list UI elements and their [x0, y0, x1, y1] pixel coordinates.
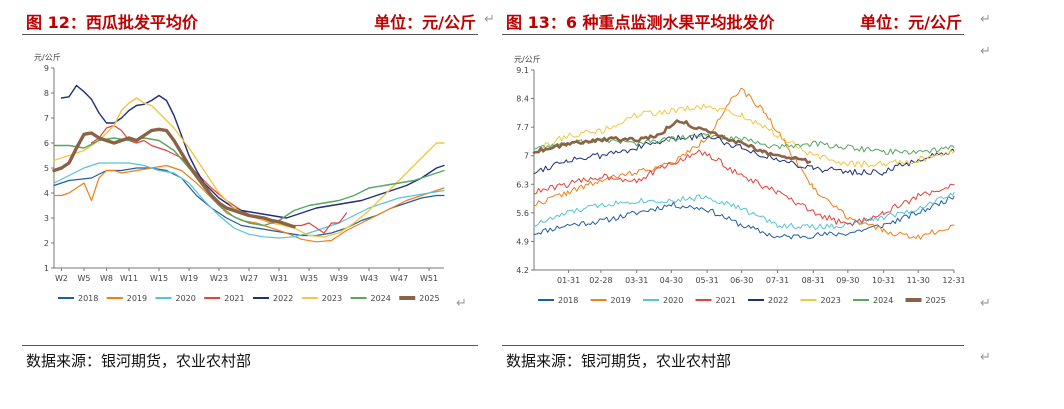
right-series-2018 — [533, 195, 955, 240]
left-x-tick-label: W51 — [420, 274, 438, 283]
right-legend-label-2022: 2022 — [768, 296, 788, 305]
right-y-tick-label: 8.4 — [516, 95, 529, 104]
left-y-tick-label: 2 — [44, 239, 49, 248]
right-title-row: 图 13：6 种重点监测水果平均批发价 单位：元/公斤 — [502, 9, 964, 33]
left-series-2025 — [52, 127, 296, 229]
left-x-tick-label: W31 — [270, 274, 288, 283]
right-x-tick-label: 05-31 — [695, 276, 718, 285]
right-chart-title: 图 13：6 种重点监测水果平均批发价 — [506, 13, 775, 32]
left-y-tick-label: 8 — [44, 89, 49, 98]
left-y-tick-label: 5 — [44, 164, 49, 173]
left-x-tick-label: W23 — [210, 274, 228, 283]
left-x-tick-label: W39 — [330, 274, 348, 283]
paragraph-mark-icon: ↵ — [456, 296, 467, 311]
left-x-tick-label: W27 — [240, 274, 258, 283]
right-line-chart: 元/公斤 4.2 4.9 5.6 6.3 7 7.7 8.4 9.1 01-31 02-28 03-3… — [514, 54, 964, 305]
paragraph-mark-icon: ↵ — [980, 44, 991, 59]
left-x-tick-label: W35 — [300, 274, 318, 283]
left-chart-panel: 图 12：西瓜批发平均价 单位：元/公斤 元/公斤 1 2 3 4 5 6 7 8 9 W2 W5 W8… — [22, 0, 478, 409]
left-legend-label-2019: 2019 — [127, 294, 147, 303]
right-x-tick-label: 04-30 — [660, 276, 683, 285]
left-y-tick-label: 7 — [44, 114, 49, 123]
right-series-2021 — [533, 149, 955, 227]
left-x-tick-label: W15 — [150, 274, 168, 283]
left-legend-label-2020: 2020 — [176, 294, 196, 303]
right-y-tick-label: 9.1 — [516, 66, 529, 75]
left-series-2021 — [90, 124, 348, 234]
left-x-tick-label: W11 — [120, 274, 138, 283]
right-legend-label-2018: 2018 — [558, 296, 578, 305]
right-series-2023 — [533, 103, 955, 168]
left-series-2018 — [53, 167, 445, 237]
right-chart-panel: 图 13：6 种重点监测水果平均批发价 单位：元/公斤 元/公斤 4.2 4.9 5.… — [502, 0, 964, 409]
right-legend-label-2020: 2020 — [663, 296, 683, 305]
left-series-2024 — [53, 137, 445, 227]
left-y-tick-label: 4 — [44, 189, 49, 198]
left-top-rule — [22, 34, 478, 35]
left-x-tick-label: W8 — [100, 274, 113, 283]
right-y-tick-label: 4.9 — [516, 237, 529, 246]
left-series-2019 — [53, 164, 445, 243]
left-legend-label-2024: 2024 — [371, 294, 391, 303]
left-unit-label: 单位：元/公斤 — [374, 13, 476, 32]
right-y-tick-label: 6.3 — [516, 180, 529, 189]
right-legend-label-2025: 2025 — [926, 296, 946, 305]
right-y-tick-label: 4.2 — [516, 266, 529, 275]
left-x-tick-label: W5 — [78, 274, 91, 283]
right-x-tick-label: 08-31 — [802, 276, 825, 285]
right-y-tick-label: 5.6 — [516, 209, 529, 218]
paragraph-mark-icon: ↵ — [484, 12, 495, 27]
right-legend-label-2019: 2019 — [611, 296, 631, 305]
right-top-rule — [502, 34, 964, 35]
left-source-note: 数据来源：银河期货，农业农村部 — [26, 352, 252, 370]
left-bottom-rule — [22, 345, 478, 346]
left-legend-label-2022: 2022 — [273, 294, 293, 303]
right-bottom-rule — [502, 345, 964, 346]
right-source-note: 数据来源：银河期货，农业农村部 — [506, 352, 732, 370]
paragraph-mark-icon: ↵ — [980, 296, 991, 311]
right-legend-label-2023: 2023 — [821, 296, 841, 305]
left-y-tick-label: 9 — [44, 64, 49, 73]
right-unit-label: 单位：元/公斤 — [860, 13, 962, 32]
left-x-tick-label: W2 — [55, 274, 68, 283]
right-x-tick-label: 07-31 — [766, 276, 789, 285]
right-x-tick-label: 11-30 — [907, 276, 930, 285]
right-series-2024 — [533, 132, 955, 155]
right-y-tick-label: 7.7 — [516, 123, 529, 132]
right-x-tick-label: 03-31 — [625, 276, 648, 285]
left-series-2023 — [53, 97, 445, 238]
left-y-tick-label: 1 — [44, 264, 49, 273]
left-x-tick-label: W19 — [180, 274, 198, 283]
left-title-row: 图 12：西瓜批发平均价 单位：元/公斤 — [22, 9, 478, 33]
left-legend-label-2025: 2025 — [419, 294, 439, 303]
right-legend-label-2021: 2021 — [716, 296, 736, 305]
right-x-tick-label: 09-30 — [836, 276, 859, 285]
right-series-2019 — [533, 87, 955, 240]
left-series-2020 — [53, 162, 445, 239]
right-series-2020 — [533, 191, 955, 231]
left-x-tick-label: W43 — [360, 274, 378, 283]
right-x-tick-label: 01-31 — [557, 276, 580, 285]
left-legend-label-2023: 2023 — [322, 294, 342, 303]
right-x-tick-label: 10-31 — [872, 276, 895, 285]
left-chart-title: 图 12：西瓜批发平均价 — [26, 13, 198, 32]
left-y-tick-label: 3 — [44, 214, 49, 223]
right-x-tick-label: 02-28 — [589, 276, 612, 285]
left-legend-label-2018: 2018 — [78, 294, 98, 303]
right-series-2022 — [533, 132, 955, 176]
left-series-2022 — [60, 84, 445, 219]
right-x-tick-label: 12-31 — [942, 276, 964, 285]
paragraph-mark-icon: ↵ — [980, 12, 991, 27]
left-line-chart: 元/公斤 1 2 3 4 5 6 7 8 9 W2 W5 W8 W11 W15 W19 W23 W27 W31 W35… — [34, 52, 445, 303]
left-legend-label-2021: 2021 — [224, 294, 244, 303]
left-y-tick-label: 6 — [44, 139, 49, 148]
right-legend-label-2024: 2024 — [873, 296, 893, 305]
right-series-2025 — [532, 119, 812, 164]
left-y-axis-label: 元/公斤 — [34, 52, 61, 62]
right-x-tick-label: 06-30 — [730, 276, 753, 285]
right-y-axis-label: 元/公斤 — [514, 54, 541, 64]
paragraph-mark-icon: ↵ — [980, 350, 991, 365]
right-y-tick-label: 7 — [524, 152, 529, 161]
left-x-tick-label: W47 — [390, 274, 408, 283]
